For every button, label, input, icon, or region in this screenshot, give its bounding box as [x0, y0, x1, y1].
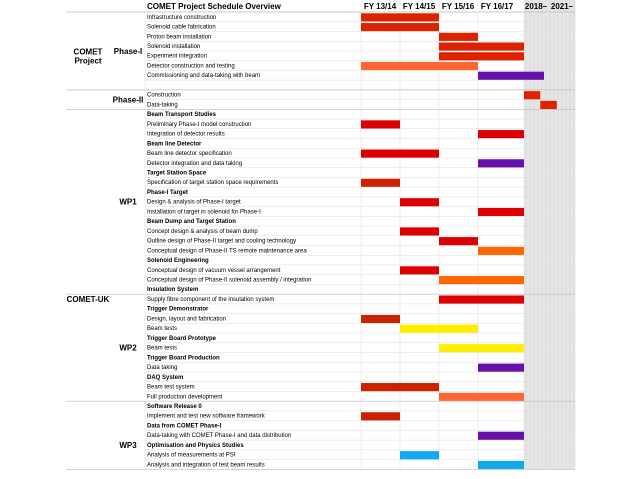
task-label: Preliminary Phase-I model construction: [147, 122, 251, 128]
task-label: Data-taking with COMET Phase-I and data …: [147, 433, 291, 439]
task-label: Implement and test new software framewor…: [147, 414, 266, 420]
task-label: Conceptual design of Phase-II solenoid a…: [147, 278, 311, 284]
gantt-bar: [478, 246, 524, 255]
gantt-bar: [361, 383, 439, 392]
gantt-bar: [540, 100, 557, 109]
gantt-bar: [478, 460, 524, 470]
task-label: Conceptual design of vacuum vessel arran…: [147, 268, 281, 274]
task-label: Design & analysis of Phase-I target: [147, 200, 241, 206]
task-label: Experiment integration: [147, 54, 207, 60]
gantt-bar: [439, 295, 524, 304]
gantt-bar: [439, 392, 524, 401]
task-section-label: Beam Dump and Target Station: [147, 219, 236, 225]
gantt-bar: [439, 52, 524, 61]
gantt-bar: [439, 344, 524, 353]
task-label: Analysis and integration of test beam re…: [147, 462, 265, 468]
gantt-bar: [361, 178, 400, 187]
task-section-label: Data from COMET Phase-I: [147, 423, 222, 429]
task-label: Integration of detector results: [147, 132, 225, 138]
gantt-bar: [400, 451, 439, 460]
task-label: Full production development: [147, 394, 223, 400]
task-section-label: Software Release 0: [147, 404, 202, 410]
task-section-label: Beam Transport Studies: [147, 112, 217, 118]
task-label: Conceptual design of Phase-II TS remote …: [147, 248, 307, 254]
gantt-bar: [478, 363, 524, 372]
gantt-bar: [439, 32, 478, 41]
gantt-bar: [361, 314, 400, 324]
task-label: Design, layout and fabrication: [147, 316, 226, 322]
gantt-bar: [478, 207, 524, 217]
task-label: Supply fibre component of the insulation…: [147, 297, 274, 303]
task-section-label: Trigger Demonstrator: [147, 307, 209, 313]
group-label: COMET Project: [74, 47, 103, 65]
task-label: Detector integration and data taking: [147, 161, 242, 167]
column-header: FY 16/17: [481, 2, 514, 11]
gantt-bar: [439, 237, 478, 246]
task-label: Beam tests: [147, 326, 177, 332]
gantt-bar: [524, 91, 541, 100]
gantt-bar: [361, 23, 439, 32]
task-label: Solenoid installation: [147, 44, 200, 50]
gantt-bar: [478, 159, 524, 168]
task-label: Data-taking: [147, 102, 178, 108]
task-section-label: Optimisation and Physics Studies: [147, 443, 244, 449]
gantt-bar: [361, 412, 400, 421]
task-section-label: Solenoid Engineering: [147, 258, 209, 264]
column-header: FY 13/14: [364, 2, 397, 11]
chart-title: COMET Project Schedule Overview: [147, 2, 282, 11]
task-label: Concept design & analysis of beam dump: [147, 229, 258, 235]
column-header: FY 14/15: [403, 2, 436, 11]
task-label: Beam line detector specification: [147, 151, 232, 157]
task-label: Beam test system: [147, 385, 195, 391]
gantt-bar: [400, 198, 439, 207]
task-section-label: Trigger Board Prototype: [147, 336, 217, 342]
column-header: FY 15/16: [442, 2, 475, 11]
gantt-bar: [478, 71, 544, 80]
group-label: Phase-II: [113, 96, 144, 105]
gantt-bar: [478, 431, 524, 440]
gantt-bar: [400, 324, 478, 333]
gantt-bar: [439, 42, 524, 51]
task-label: Specification of target station space re…: [147, 180, 278, 186]
task-label: Beam tests: [147, 346, 177, 352]
gantt-bar: [361, 149, 439, 158]
group-label: WP3: [119, 441, 137, 450]
task-section-label: Beam line Detector: [147, 141, 202, 147]
task-label: Detector construction and testing: [147, 63, 235, 69]
task-label: Solenoid cable fabrication: [147, 25, 216, 31]
gantt-bar: [361, 61, 478, 71]
task-label: Outline design of Phase-II target and co…: [147, 239, 296, 245]
task-label: Infrastructure construction: [147, 15, 216, 21]
task-label: Analysis of measurements at PSI: [147, 453, 236, 459]
gantt-bar: [361, 120, 400, 129]
task-label: Proton beam installation: [147, 34, 211, 40]
group-label: Phase-I: [114, 47, 142, 56]
gantt-bar: [400, 266, 439, 275]
group-label: COMET-UK: [67, 295, 110, 304]
column-header: 2018–: [525, 2, 548, 11]
task-section-label: Target Station Space: [147, 170, 207, 176]
task-label: Data taking: [147, 365, 177, 371]
task-section-label: Trigger Board Production: [147, 355, 220, 361]
task-label: Construction: [147, 93, 181, 99]
gantt-bar: [439, 276, 524, 285]
task-section-label: DAQ System: [147, 375, 183, 381]
task-label: Commissioning and data-taking with beam: [147, 73, 260, 79]
group-label: WP1: [119, 198, 137, 207]
gantt-bar: [361, 13, 439, 22]
gantt-bar: [478, 130, 524, 139]
task-label: Installation of target in solenoid for P…: [147, 209, 261, 215]
group-label: WP2: [119, 344, 137, 353]
column-header: 2021–: [551, 2, 574, 11]
task-section-label: Phase-I Target: [147, 190, 188, 196]
gantt-bar: [400, 227, 439, 236]
task-section-label: Insulation System: [147, 287, 198, 293]
